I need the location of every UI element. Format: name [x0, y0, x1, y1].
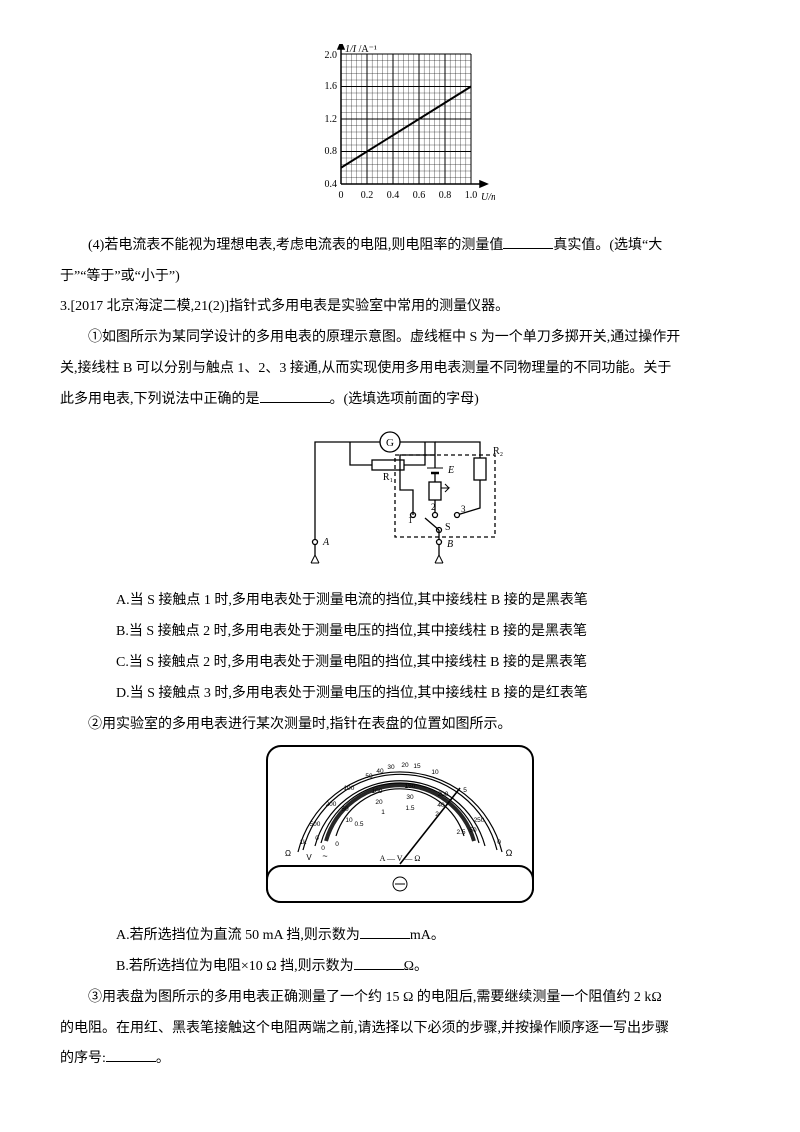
- svg-text:Ω: Ω: [506, 848, 513, 858]
- q3-p1a: ①如图所示为某同学设计的多用电表的原理示意图。虚线框中 S 为一个单刀多掷开关,…: [60, 323, 740, 354]
- ylabel: 1/I /A⁻¹: [345, 44, 377, 55]
- svg-text:50: 50: [365, 773, 373, 780]
- svg-text:30: 30: [406, 794, 414, 801]
- q3-head: 3.[2017 北京海淀二模,21(2)]指针式多用电表是实验室中常用的测量仪器…: [60, 292, 740, 323]
- label-n3: 3: [461, 504, 466, 514]
- sB-post: Ω。: [404, 959, 428, 974]
- svg-text:250: 250: [474, 817, 485, 824]
- sB-pre: B.若所选挡位为电阻×10 Ω 挡,则示数为: [116, 959, 354, 974]
- svg-text:150: 150: [405, 783, 416, 790]
- p3c-post: 。: [156, 1051, 170, 1066]
- q3-p1b: 关,接线柱 B 可以分别与触点 1、2、3 接通,从而实现使用多用电表测量不同物…: [60, 354, 740, 385]
- label-A: A: [322, 537, 330, 548]
- svg-text:0.4: 0.4: [387, 190, 400, 201]
- opt-D: D.当 S 接触点 3 时,多用电表处于测量电压的挡位,其中接线柱 B 接的是红…: [60, 679, 740, 710]
- q3-p2: ②用实验室的多用电表进行某次测量时,指针在表盘的位置如图所示。: [60, 710, 740, 741]
- label-n1: 1: [408, 515, 413, 525]
- meter-svg: 1k500200100 50403020 151050 Ω Ω 05010015…: [265, 744, 535, 904]
- q3-p3a: ③用表盘为图所示的多用电表正确测量了一个约 15 Ω 的电阻后,需要继续测量一个…: [60, 983, 740, 1014]
- svg-text:0.6: 0.6: [413, 190, 426, 201]
- svg-text:1.0: 1.0: [465, 190, 478, 201]
- svg-text:10: 10: [345, 817, 353, 824]
- label-B: B: [447, 539, 453, 550]
- label-G: G: [386, 437, 394, 449]
- q3-p1c-pre: 此多用电表,下列说法中正确的是: [60, 392, 260, 407]
- label-n2: 2: [431, 502, 436, 512]
- svg-text:V: V: [306, 853, 312, 862]
- meter-dial: 1k500200100 50403020 151050 Ω Ω 05010015…: [60, 744, 740, 917]
- svg-text:0: 0: [315, 835, 319, 842]
- label-E: E: [447, 465, 454, 476]
- svg-text:15: 15: [413, 763, 421, 770]
- svg-text:100: 100: [372, 788, 383, 795]
- svg-text:1.2: 1.2: [325, 114, 338, 125]
- label-R1: R₁: [383, 472, 393, 483]
- svg-text:2.0: 2.0: [325, 50, 338, 61]
- svg-text:200: 200: [438, 791, 449, 798]
- svg-text:50: 50: [341, 806, 349, 813]
- svg-text:10: 10: [431, 769, 439, 776]
- svg-text:2.5: 2.5: [456, 829, 465, 836]
- q4-line2: 于”“等于”或“小于”): [60, 262, 740, 293]
- q3-p3b: 的电阻。在用红、黑表笔接触这个电阻两端之前,请选择以下必须的步骤,并按操作顺序逐…: [60, 1014, 740, 1045]
- svg-text:1: 1: [381, 809, 385, 816]
- q4-pre: (4)若电流表不能视为理想电表,考虑电流表的电阻,则电阻率的测量值: [88, 238, 503, 253]
- svg-text:40: 40: [376, 768, 384, 775]
- svg-text:0: 0: [335, 841, 339, 848]
- svg-text:~: ~: [322, 851, 327, 861]
- xlabel: U/m: [481, 192, 495, 203]
- sub-A: A.若所选挡位为直流 50 mA 挡,则示数为 mA。: [60, 921, 740, 952]
- svg-text:20: 20: [401, 762, 409, 769]
- blank-sA[interactable]: [360, 924, 410, 939]
- svg-text:0.8: 0.8: [325, 146, 338, 157]
- svg-text:20: 20: [375, 799, 383, 806]
- circuit-svg: G R₁ 1 E 2: [285, 420, 515, 570]
- graph-linearfit: 0 0.2 0.4 0.6 0.8 1.0 0.4 0.8 1.2 1.6 2.0 U/m 1/I…: [60, 44, 740, 227]
- blank-sB[interactable]: [354, 955, 404, 970]
- opt-C: C.当 S 接触点 2 时,多用电表处于测量电阻的挡位,其中接线柱 B 接的是黑…: [60, 648, 740, 679]
- graph-svg: 0 0.2 0.4 0.6 0.8 1.0 0.4 0.8 1.2 1.6 2.0 U/m 1/I…: [305, 44, 495, 214]
- opt-B: B.当 S 接触点 2 时,多用电表处于测量电压的挡位,其中接线柱 B 接的是黑…: [60, 617, 740, 648]
- sub-B: B.若所选挡位为电阻×10 Ω 挡,则示数为 Ω。: [60, 952, 740, 983]
- svg-text:0: 0: [497, 839, 501, 846]
- svg-text:200: 200: [326, 801, 337, 808]
- blank-q4[interactable]: [503, 234, 553, 249]
- svg-text:5: 5: [463, 787, 467, 794]
- svg-text:1.6: 1.6: [325, 81, 338, 92]
- q4-line1: (4)若电流表不能视为理想电表,考虑电流表的电阻,则电阻率的测量值 真实值。(选填…: [60, 231, 740, 262]
- svg-text:0: 0: [339, 190, 344, 201]
- blank-q3-choice[interactable]: [260, 388, 330, 403]
- sA-post: mA。: [410, 928, 445, 943]
- p3c-pre: 的序号:: [60, 1051, 106, 1066]
- meter-symbol-row: A — V — Ω: [380, 854, 421, 863]
- q3-p1c: 此多用电表,下列说法中正确的是 。(选填选项前面的字母): [60, 385, 740, 416]
- svg-text:50: 50: [469, 827, 477, 834]
- svg-text:0.4: 0.4: [325, 179, 338, 190]
- circuit-diagram: G R₁ 1 E 2: [60, 420, 740, 583]
- svg-text:Ω: Ω: [285, 849, 291, 858]
- opt-A: A.当 S 接触点 1 时,多用电表处于测量电流的挡位,其中接线柱 B 接的是黑…: [60, 586, 740, 617]
- blank-p3c[interactable]: [106, 1047, 156, 1062]
- svg-text:500: 500: [310, 821, 321, 828]
- q3-p3c: 的序号: 。: [60, 1044, 740, 1075]
- label-R2: R₂: [493, 446, 503, 457]
- label-S: S: [445, 522, 451, 533]
- svg-text:1.5: 1.5: [405, 805, 414, 812]
- q3-p1c-post: 。(选填选项前面的字母): [330, 392, 479, 407]
- q4-post: 真实值。(选填“大: [553, 238, 662, 253]
- svg-text:100: 100: [344, 785, 355, 792]
- svg-text:0.2: 0.2: [361, 190, 374, 201]
- svg-text:30: 30: [387, 764, 395, 771]
- sA-pre: A.若所选挡位为直流 50 mA 挡,则示数为: [116, 928, 360, 943]
- svg-text:1k: 1k: [300, 839, 308, 846]
- svg-text:0.5: 0.5: [354, 821, 363, 828]
- svg-text:0.8: 0.8: [439, 190, 452, 201]
